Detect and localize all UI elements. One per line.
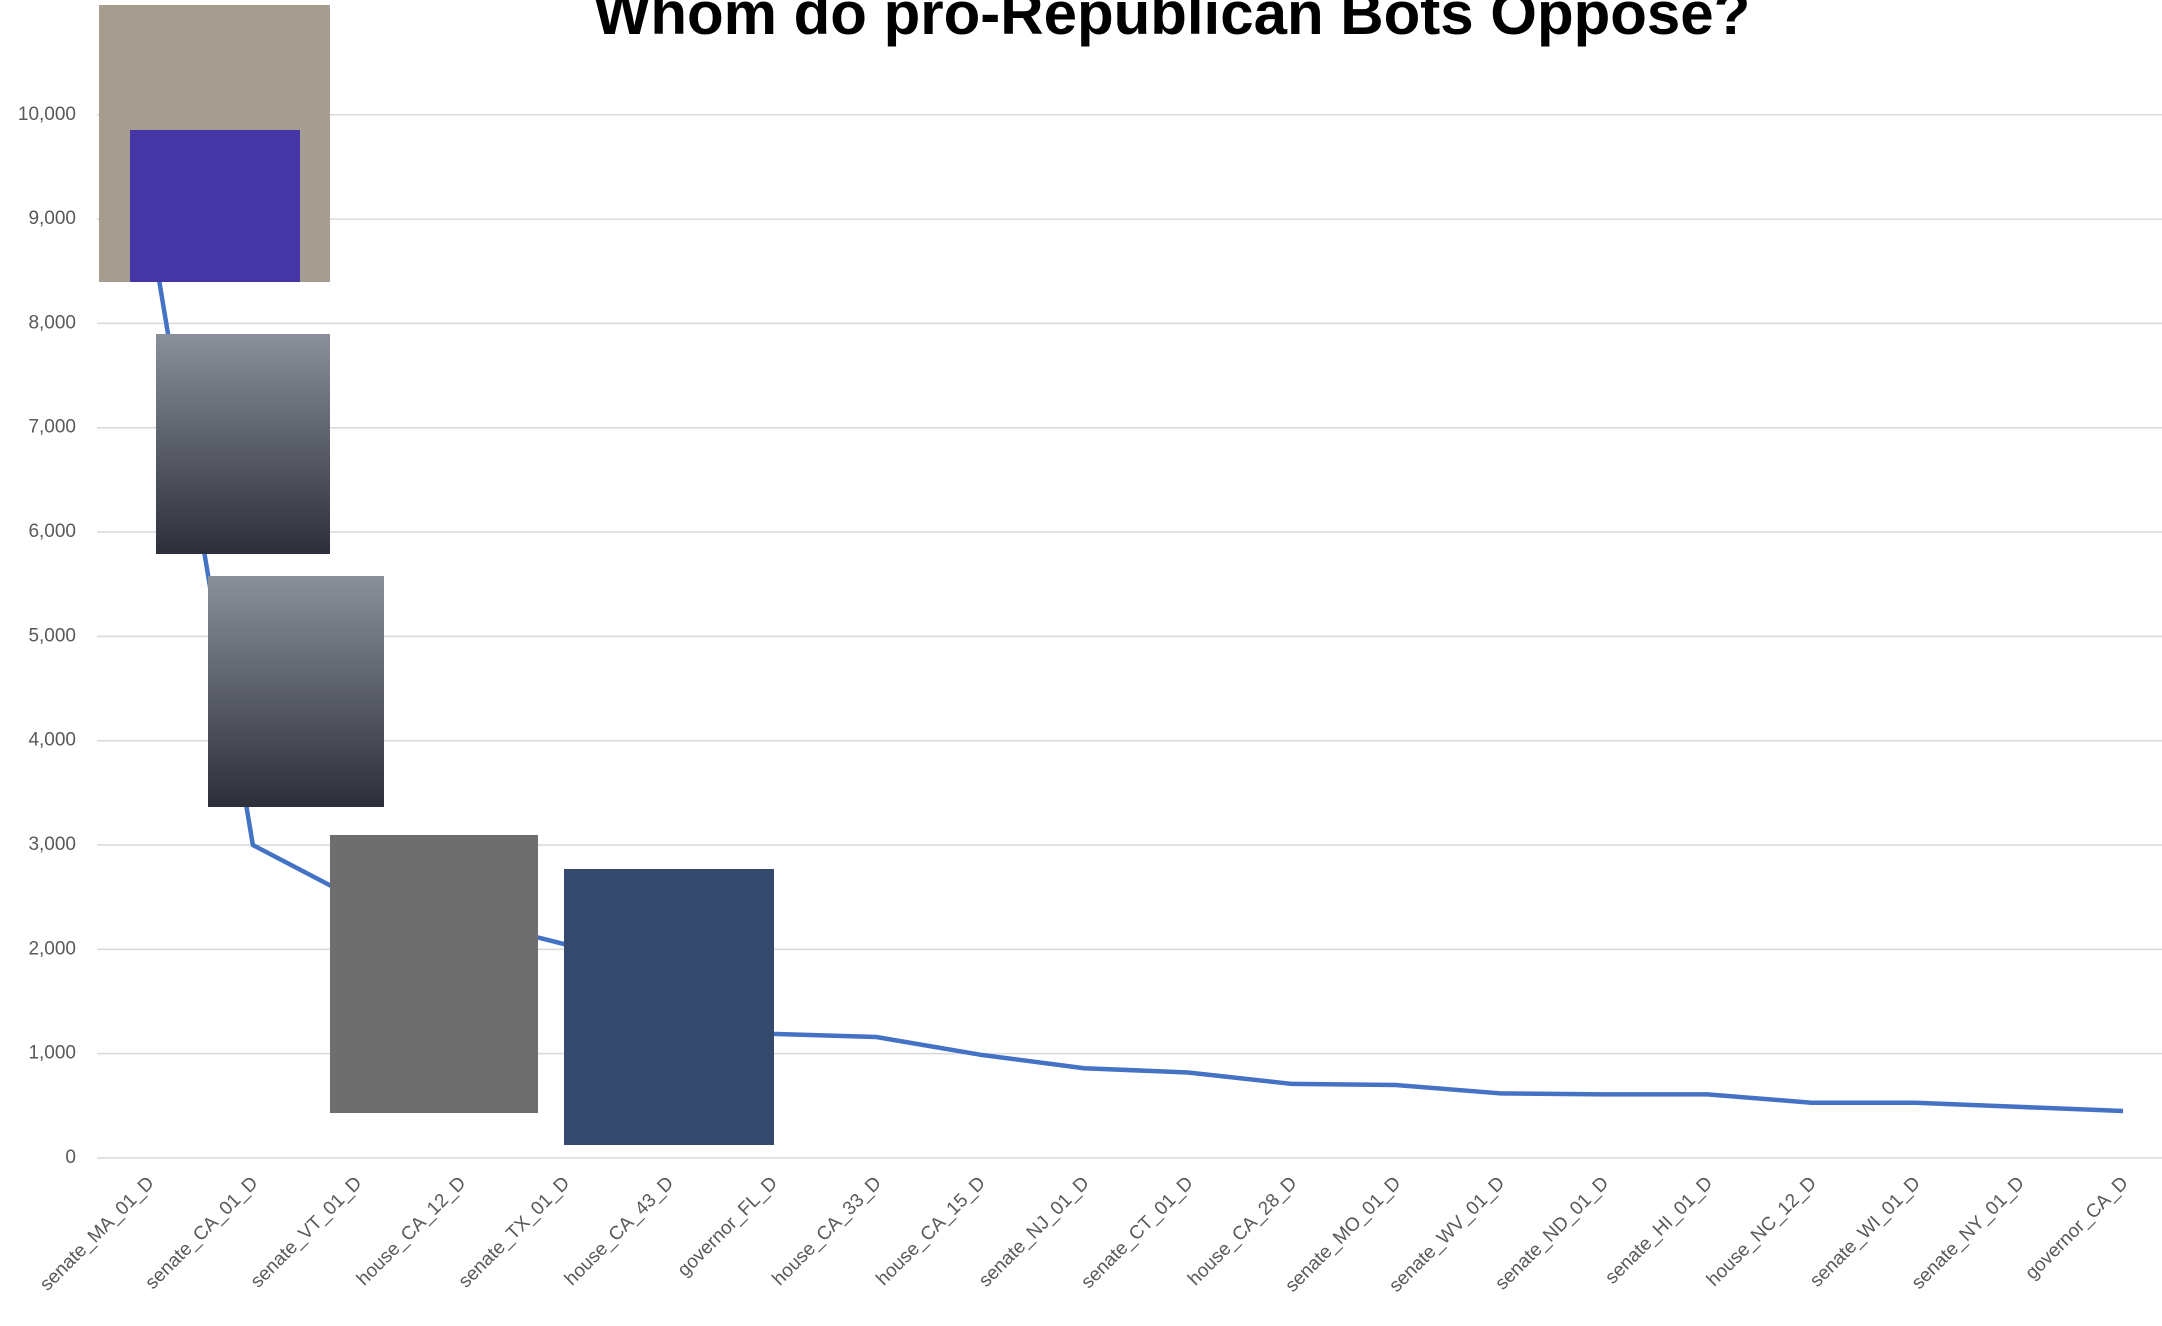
x-tick-label: senate_CA_01_D xyxy=(141,1173,262,1294)
portrait xyxy=(208,576,384,807)
x-tick-label: house_NC_12_D xyxy=(1703,1173,1821,1291)
x-tick-label: house_CA_43_D xyxy=(561,1173,678,1290)
y-tick-label: 4,000 xyxy=(28,730,76,751)
x-tick-label: house_CA_12_D xyxy=(353,1173,470,1290)
x-tick-label: house_CA_33_D xyxy=(769,1173,886,1290)
x-tick-label: senate_HI_01_D xyxy=(1601,1173,1717,1289)
portrait xyxy=(330,835,538,1113)
x-tick-label: senate_CT_01_D xyxy=(1077,1173,1197,1293)
portrait xyxy=(564,869,774,1145)
x-tick-label: house_CA_28_D xyxy=(1184,1173,1301,1290)
x-tick-label: senate_VT_01_D xyxy=(247,1173,366,1292)
y-tick-label: 2,000 xyxy=(28,938,76,959)
x-tick-label: senate_NY_01_D xyxy=(1908,1173,2029,1294)
x-tick-label: senate_MO_01_D xyxy=(1281,1173,1405,1297)
y-tick-label: 0 xyxy=(65,1147,76,1168)
x-tick-label: senate_WV_01_D xyxy=(1385,1173,1509,1297)
y-tick-label: 5,000 xyxy=(28,625,76,646)
x-tick-label: senate_TX_01_D xyxy=(455,1173,574,1292)
y-tick-label: 9,000 xyxy=(28,208,76,229)
portrait xyxy=(156,334,330,554)
y-tick-label: 8,000 xyxy=(28,312,76,333)
portraits xyxy=(99,5,774,1145)
x-tick-label: governor_FL_D xyxy=(674,1173,782,1281)
chart-title: Whom do pro-Republican Bots Oppose? xyxy=(594,0,1751,47)
portrait-detail xyxy=(130,130,300,282)
x-tick-label: senate_NJ_01_D xyxy=(975,1173,1094,1292)
x-tick-label: senate_ND_01_D xyxy=(1491,1173,1613,1295)
y-tick-label: 7,000 xyxy=(28,417,76,438)
y-tick-label: 10,000 xyxy=(18,104,76,125)
y-tick-label: 3,000 xyxy=(28,834,76,855)
y-tick-label: 6,000 xyxy=(28,521,76,542)
y-tick-label: 1,000 xyxy=(28,1043,76,1064)
x-tick-label: house_CA_15_D xyxy=(873,1173,990,1290)
x-tick-label: senate_WI_01_D xyxy=(1806,1173,1925,1292)
x-tick-label: governor_CA_D xyxy=(2021,1173,2132,1284)
x-tick-label: senate_MA_01_D xyxy=(36,1173,158,1295)
